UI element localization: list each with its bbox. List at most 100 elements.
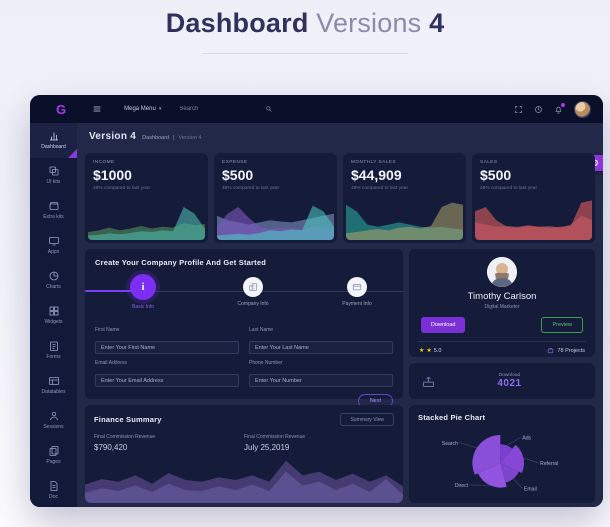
sidebar-item-pages[interactable]: Pages: [30, 437, 77, 472]
history-icon[interactable]: [534, 105, 543, 114]
page-title: Dashboard Versions 4: [0, 0, 610, 39]
search-bar: [179, 105, 273, 113]
user-profile-card: Timothy Carlson Digital Marketer Downloa…: [409, 249, 595, 357]
download-stat-card[interactable]: Download 4021: [409, 363, 595, 399]
svg-text:Search: Search: [442, 441, 458, 447]
breadcrumb-dashboard[interactable]: Dashboard: [142, 135, 170, 141]
stat-card-income[interactable]: Income $1000 48% compared to last year: [85, 153, 208, 243]
pie-labels: Ads Referral Email Direct Search: [442, 436, 558, 493]
sidebar-nav: Dashboard UI kits Extra kits Apps Charts: [30, 123, 77, 507]
notifications-bell-icon[interactable]: [554, 102, 565, 114]
page-title-number: 4: [429, 8, 445, 38]
first-name-field-group: First Name: [95, 327, 239, 354]
apps-icon: [48, 237, 59, 246]
sidebar-item-dashboard[interactable]: Dashboard: [30, 123, 77, 158]
last-name-field[interactable]: [249, 341, 393, 354]
info-icon: i: [141, 281, 145, 293]
sidebar-item-sessions[interactable]: Sessions: [30, 402, 77, 437]
sidebar-item-widgets[interactable]: Widgets: [30, 298, 77, 333]
svg-text:Referral: Referral: [540, 461, 558, 467]
expense-sparkline-chart: [217, 196, 334, 240]
rating: ★ ★ 5.0: [419, 347, 442, 355]
stacked-pie-chart: Ads Referral Email Direct Search: [418, 424, 586, 502]
company-info-step-circle: [243, 277, 263, 297]
download-stat-label: Download: [498, 373, 521, 378]
download-stat-value: 4021: [497, 378, 522, 389]
step-basic-info[interactable]: i Basic Info: [113, 274, 173, 310]
star-icon: ★: [419, 348, 425, 354]
stat-card-sales[interactable]: Sales $500 48% compared to last year: [472, 153, 595, 243]
profile-divider: [417, 341, 587, 342]
setup-title: Create Your Company Profile And Get Star…: [95, 258, 266, 267]
svg-text:Ads: Ads: [522, 436, 531, 442]
basic-info-step-circle: i: [130, 274, 156, 300]
sidebar-item-doc[interactable]: Doc: [30, 472, 77, 507]
ui-kits-icon: [49, 166, 58, 176]
last-name-field-group: Last Name: [249, 327, 393, 354]
finance-metric-revenue: Final Commission Revenue $790,420: [94, 434, 156, 452]
navbar-right: [514, 100, 591, 118]
stacked-pie-chart-card: Stacked Pie Chart Ads Referral Email: [409, 405, 595, 503]
sidebar-item-datatables[interactable]: Datatables: [30, 367, 77, 402]
setup-form: First Name Last Name Email Address: [95, 327, 393, 387]
sales-sparkline-chart: [475, 196, 592, 240]
profile-avatar: [487, 257, 517, 287]
stat-card-expense[interactable]: Expense $500 48% compared to last year: [214, 153, 337, 243]
star-icon: ★: [426, 348, 432, 354]
sidebar-item-charts[interactable]: Charts: [30, 263, 77, 298]
main-content: Version 4 Dashboard | Version 4 ⚙ Income…: [77, 123, 603, 507]
step-payment-info[interactable]: Payment Info: [327, 277, 387, 307]
stats-row: Income $1000 48% compared to last year E…: [85, 153, 595, 243]
profile-name: Timothy Carlson: [467, 291, 537, 302]
email-field[interactable]: [95, 374, 239, 387]
email-field-group: Email Address: [95, 360, 239, 387]
projects-count: 78 Projects: [547, 347, 585, 354]
pages-icon: [49, 445, 58, 456]
notification-badge: [561, 102, 565, 107]
forms-icon: [49, 341, 58, 351]
page-title-light: Versions: [316, 8, 422, 38]
summary-view-button[interactable]: Summary View: [340, 413, 394, 426]
active-indicator: [68, 148, 77, 158]
monthly-sales-sparkline-chart: [346, 196, 463, 240]
top-navbar: G Mega Menu ▾: [30, 95, 603, 123]
rating-value: 5.0: [433, 347, 442, 354]
stat-card-monthly-sales[interactable]: Monthly Sales $44,909 48% compared to la…: [343, 153, 466, 243]
svg-text:Direct: Direct: [455, 483, 469, 489]
app-logo[interactable]: G: [56, 101, 67, 117]
svg-text:Email: Email: [524, 487, 537, 493]
dashboard-icon: [49, 132, 58, 141]
title-divider: [202, 53, 408, 54]
company-icon: [249, 283, 257, 291]
download-button[interactable]: Download: [421, 317, 466, 333]
page-title-bold: Dashboard: [165, 8, 309, 38]
pie-chart-title: Stacked Pie Chart: [418, 413, 486, 422]
mega-menu-dropdown[interactable]: Mega Menu ▾: [124, 106, 161, 112]
finance-area-chart: [85, 457, 403, 503]
mega-menu-label: Mega Menu: [124, 106, 156, 112]
phone-field-group: Phone Number: [249, 360, 393, 387]
company-profile-setup-card: Create Your Company Profile And Get Star…: [85, 249, 403, 408]
fullscreen-icon[interactable]: [514, 105, 523, 114]
preview-button[interactable]: Preview: [541, 317, 583, 333]
sidebar-item-extra-kits[interactable]: Extra kits: [30, 193, 77, 228]
payment-icon: [352, 284, 362, 291]
widgets-icon: [49, 306, 58, 316]
sidebar-item-apps[interactable]: Apps: [30, 228, 77, 263]
search-icon[interactable]: [265, 105, 273, 113]
menu-toggle-icon[interactable]: [92, 104, 102, 114]
user-avatar[interactable]: [574, 100, 591, 118]
upload-drive-icon: [423, 376, 434, 387]
setup-stepper: i Basic Info Company Info: [85, 273, 403, 323]
sidebar-item-forms[interactable]: Forms: [30, 332, 77, 367]
profile-role: Digital Marketer: [484, 304, 520, 310]
dashboard-window: G Mega Menu ▾: [30, 95, 603, 507]
phone-field[interactable]: [249, 374, 393, 387]
content-header: Version 4 Dashboard | Version 4: [85, 131, 595, 151]
search-input[interactable]: [179, 106, 260, 112]
step-company-info[interactable]: Company Info: [223, 277, 283, 307]
window-body: Dashboard UI kits Extra kits Apps Charts: [30, 123, 603, 507]
first-name-field[interactable]: [95, 341, 239, 354]
breadcrumb-separator: |: [173, 135, 175, 141]
sidebar-item-ui-kits[interactable]: UI kits: [30, 158, 77, 193]
